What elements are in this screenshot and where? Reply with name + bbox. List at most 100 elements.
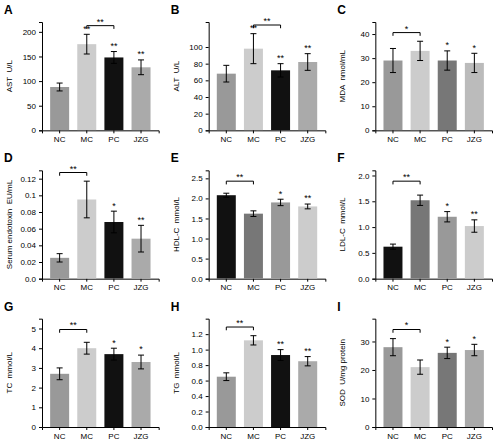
x-tick-mark [280, 130, 281, 133]
y-tick: 20 [360, 78, 375, 87]
x-axis: NCMCPCJZG [209, 130, 326, 144]
y-tick-label: 0 [32, 423, 37, 432]
bar-significance: ** [250, 23, 258, 33]
y-tick-mark [39, 427, 42, 428]
x-tick: PC [442, 427, 453, 441]
annotations: ******** [83, 17, 145, 60]
y-tick-label: 0 [32, 126, 37, 135]
x-tick-label: MC [247, 283, 260, 292]
x-tick-label: PC [275, 135, 286, 144]
x-tick: NC [54, 130, 66, 144]
y-axis-title: TG mmol/L [172, 351, 181, 393]
y-tick: 0.2 [192, 408, 209, 417]
x-tick: PC [108, 130, 119, 144]
y-tick: 10 [360, 102, 375, 111]
error-bar [305, 204, 311, 209]
x-tick-mark [86, 427, 87, 430]
x-tick: PC [275, 427, 286, 441]
y-tick-mark [39, 56, 42, 57]
x-tick-mark [141, 130, 142, 133]
bar-significance: * [112, 338, 116, 348]
y-tick-mark [206, 396, 209, 397]
y-tick: 0.5 [192, 255, 209, 264]
y-tick-label: 0.08 [20, 208, 36, 217]
panel: 0.00.20.40.60.81.01.2NCMCPCJZG******TG m… [171, 300, 326, 441]
x-tick-label: PC [108, 432, 119, 441]
y-tick-mark [206, 350, 209, 351]
x-tick-label: MC [414, 135, 427, 144]
plot-area: 0.00.20.40.60.81.01.2NCMCPCJZG****** [192, 318, 326, 441]
x-axis-line [376, 428, 493, 431]
y-tick-mark [206, 64, 209, 65]
x-tick-mark [226, 130, 227, 133]
panel: 0.00.51.01.52.02.5NCMCPCJZG*****HDL-C mm… [171, 151, 326, 292]
y-tick: 0.06 [20, 225, 42, 234]
bar-significance: ** [304, 346, 312, 356]
y-tick-mark [39, 245, 42, 246]
y-tick-mark [39, 348, 42, 349]
bar [77, 44, 96, 130]
y-tick-mark [39, 212, 42, 213]
x-tick: JZG [300, 130, 315, 144]
bar [271, 355, 290, 427]
x-tick-mark [59, 427, 60, 430]
error-bar [471, 344, 477, 355]
y-tick-label: 50 [27, 102, 36, 111]
x-tick-mark [307, 130, 308, 133]
y-tick-mark [372, 253, 375, 254]
y-tick-label: 1.2 [192, 330, 204, 339]
x-tick-label: MC [414, 283, 427, 292]
bar [271, 202, 290, 278]
annotations: ***** [393, 172, 478, 219]
error-bar [417, 41, 423, 60]
x-axis: NCMCPCJZG [209, 279, 326, 293]
bar-significance: ** [138, 215, 146, 225]
x-tick: MC [81, 279, 94, 293]
y-tick-mark [372, 201, 375, 202]
x-tick-label: NC [54, 135, 66, 144]
error-bar [305, 54, 311, 71]
bar [411, 367, 430, 427]
y-tick-label: 0.02 [20, 258, 36, 267]
plot-area: 012345NCMCPCJZG**** [32, 319, 160, 441]
panel: 010203040NCMCPCJZG***MDA nmol/mLC [337, 3, 492, 144]
x-tick-mark [141, 279, 142, 282]
y-tick-label: 20 [360, 366, 369, 375]
y-tick-mark [372, 227, 375, 228]
error-bar [57, 368, 63, 380]
y-tick: 0.0 [192, 423, 209, 432]
panel-title: F [337, 151, 344, 165]
bar [383, 347, 402, 427]
x-tick-mark [141, 427, 142, 430]
y-axis-title: HDL-C mmol/L [172, 196, 181, 252]
x-tick-mark [392, 130, 393, 133]
y-tick: 0.5 [358, 249, 375, 258]
bracket-label: ** [263, 16, 271, 26]
bars [217, 193, 317, 278]
bar-significance: * [445, 40, 449, 50]
y-tick-label: 2.0 [358, 172, 370, 181]
panel: 0102030NCMCPCJZG***SOD U/mg proteinI [337, 300, 492, 441]
bar [104, 354, 123, 427]
y-axis: 0.00.020.040.060.080.10.12 [20, 171, 42, 284]
error-bar [223, 65, 229, 82]
bracket-label: ** [236, 318, 244, 328]
bar [298, 206, 317, 278]
bracket-label: * [405, 24, 409, 34]
y-tick-mark [39, 195, 42, 196]
y-tick: 1.0 [192, 346, 209, 355]
y-tick: 0 [32, 126, 42, 135]
bar-significance: * [473, 43, 477, 53]
y-tick-mark [206, 259, 209, 260]
y-tick: 30 [360, 338, 375, 347]
y-tick-mark [372, 175, 375, 176]
x-tick: NC [387, 130, 399, 144]
panel: 050100150200NCMCPCJZG********AST U/LA [4, 3, 159, 144]
bracket-label: * [405, 321, 409, 331]
y-tick-label: 0 [365, 423, 370, 432]
x-tick: PC [108, 427, 119, 441]
plot-area: 050100150200NCMCPCJZG******** [23, 17, 160, 144]
x-tick-mark [226, 279, 227, 282]
y-axis: 0102030 [360, 319, 375, 432]
error-bar [84, 34, 90, 54]
